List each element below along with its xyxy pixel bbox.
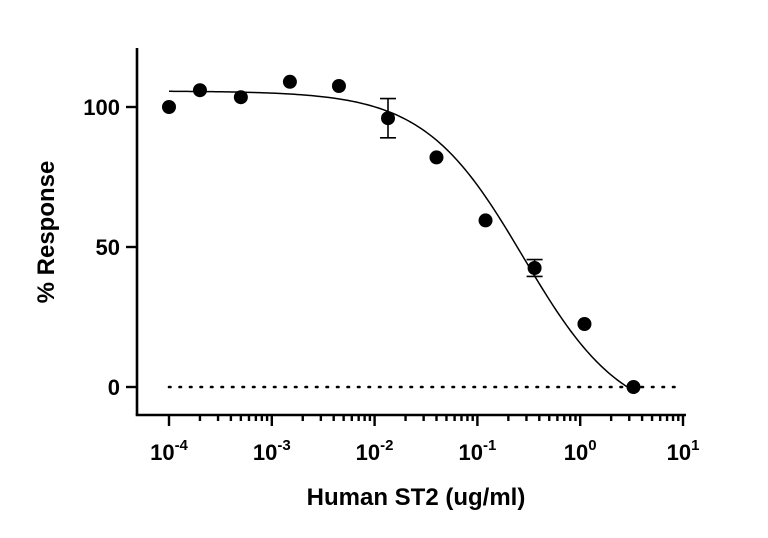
y-tick-label: 100 (83, 95, 120, 120)
x-tick-exponent: 0 (588, 437, 596, 454)
x-tick-label: 10-1 (458, 437, 496, 465)
y-tick-label: 50 (96, 235, 120, 260)
x-tick-label: 10-4 (150, 437, 188, 465)
data-point (478, 213, 493, 228)
x-tick-base: 10 (667, 440, 691, 465)
y-axis-title: % Response (33, 161, 60, 304)
data-point (626, 380, 641, 394)
x-tick-base: 10 (356, 440, 380, 465)
x-tick-base: 10 (150, 440, 174, 465)
data-point-layer (162, 74, 641, 394)
x-tick-label: 10-2 (356, 437, 394, 465)
data-point (233, 90, 248, 105)
fit-curve (168, 90, 634, 392)
x-tick-layer: 10-4 10-3 10-2 10-1 100 101 (150, 415, 699, 465)
y-tick-layer: 0 50 100 (83, 95, 137, 400)
x-tick-base: 10 (458, 440, 482, 465)
x-tick-exponent: -4 (175, 437, 189, 454)
x-tick-label: 101 (667, 437, 700, 465)
axes (135, 48, 686, 417)
x-tick-exponent: 1 (691, 437, 699, 454)
x-tick-label: 10-3 (253, 437, 291, 465)
data-point (192, 83, 207, 98)
data-point (331, 79, 346, 93)
data-point (380, 111, 395, 126)
x-tick-base: 10 (253, 440, 277, 465)
data-point (282, 74, 297, 89)
x-tick-exponent: -2 (380, 437, 393, 454)
x-tick-exponent: -1 (483, 437, 496, 454)
y-tick-label: 0 (108, 375, 120, 400)
data-point (162, 100, 176, 114)
data-point (577, 317, 592, 331)
x-tick-exponent: -3 (277, 437, 290, 454)
x-tick-label: 100 (564, 437, 597, 465)
data-point (527, 261, 542, 275)
x-axis-title: Human ST2 (ug/ml) (307, 484, 526, 511)
fit-curve-layer (168, 90, 634, 392)
data-point (429, 150, 444, 165)
x-tick-base: 10 (564, 440, 588, 465)
